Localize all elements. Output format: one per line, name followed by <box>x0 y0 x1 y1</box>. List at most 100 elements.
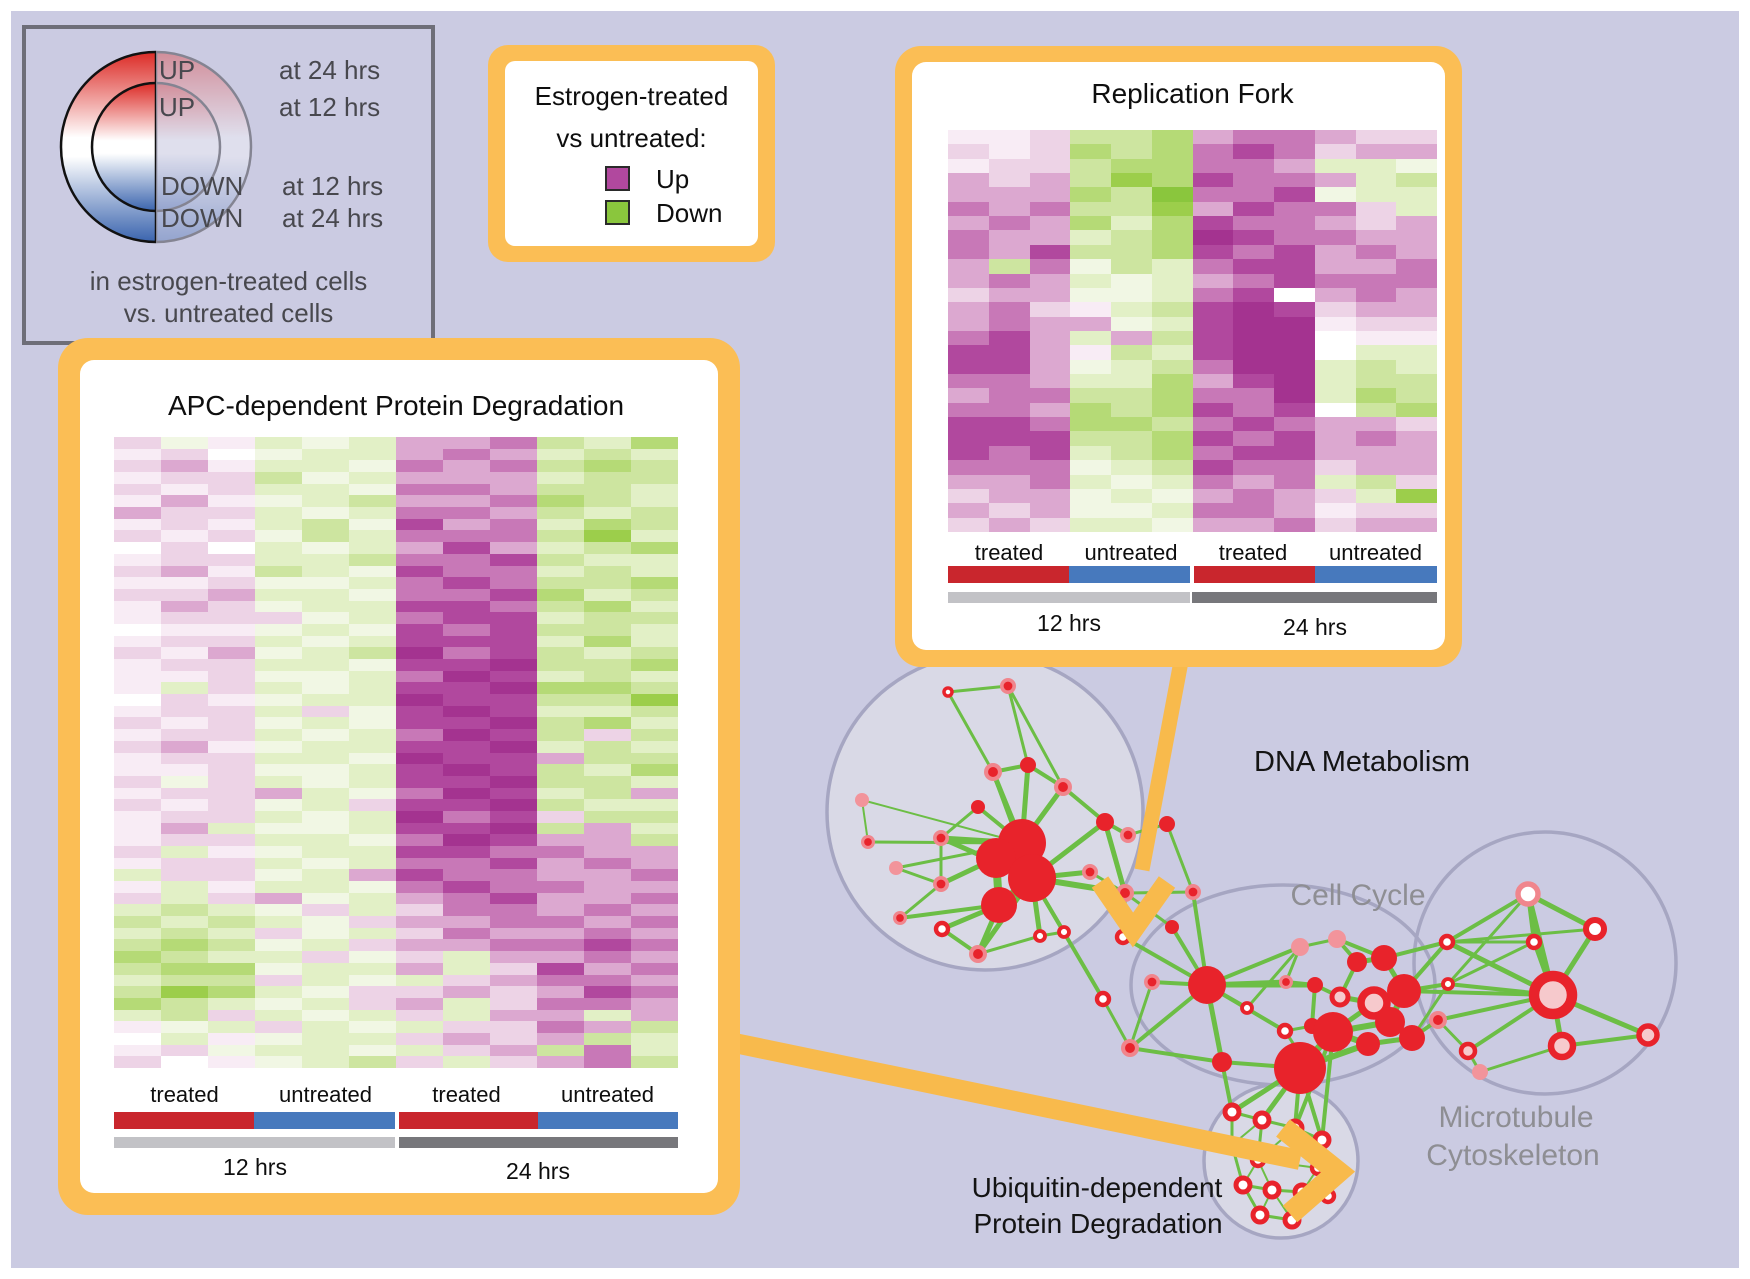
heatmap-cell <box>396 518 443 531</box>
heatmap-cell <box>114 659 161 671</box>
heatmap-cell <box>114 553 161 566</box>
heatmap-cell <box>1233 173 1274 188</box>
heatmap-cell <box>584 495 631 508</box>
heatmap-cell <box>584 869 631 882</box>
heatmap-cell <box>631 518 678 531</box>
heatmap-cell <box>161 460 208 473</box>
gene-set-node-core <box>1120 888 1130 898</box>
heatmap-cell <box>1070 302 1111 317</box>
heatmap-cell <box>584 635 631 648</box>
updown-legend-box: UP at 24 hrs UP at 12 hrs DOWN at 12 hrs… <box>22 25 435 345</box>
heatmap-cell <box>988 230 1030 245</box>
heatmap-cell <box>988 201 1030 217</box>
heatmap-cell <box>988 287 1030 303</box>
heatmap-cell <box>161 892 208 905</box>
heatmap-cell <box>255 483 302 496</box>
heatmap-cell <box>1314 216 1356 231</box>
heatmap-cell <box>161 553 208 566</box>
heatmap-cell <box>631 1056 678 1068</box>
heatmap-cell <box>396 799 443 811</box>
heatmap-cell <box>349 939 396 952</box>
network-edge <box>1128 980 1154 1050</box>
heatmap-cell <box>161 1056 208 1068</box>
heatmap-cell <box>1070 273 1111 288</box>
heatmap-cell <box>1355 374 1397 389</box>
heatmap-cell <box>114 518 161 531</box>
heatmap-cell <box>396 659 443 671</box>
heatmap-cell <box>1111 259 1152 274</box>
network-edge <box>1245 945 1302 1010</box>
heatmap-cell <box>631 530 678 543</box>
heatmap-cell <box>302 588 349 601</box>
heatmap-cell <box>948 302 989 317</box>
heatmap-cell <box>443 717 490 730</box>
heatmap-cell <box>1070 460 1111 475</box>
heatmap-cell <box>208 857 255 870</box>
heatmap-cell <box>349 694 396 706</box>
heatmap-cell <box>490 588 537 601</box>
heatmap-cell <box>443 600 490 613</box>
heatmap-cell <box>302 600 349 613</box>
gene-set-node <box>1212 1052 1232 1072</box>
heatmap-cell <box>1111 201 1152 217</box>
heatmap-cell <box>1274 402 1315 418</box>
heatmap-cell <box>255 495 302 508</box>
heatmap-cell <box>208 717 255 730</box>
heatmap-cell <box>490 834 537 846</box>
heatmap-cell <box>988 330 1030 346</box>
gene-set-node <box>1313 1012 1353 1052</box>
heatmap-cell <box>490 705 537 718</box>
heatmap-cell <box>255 939 302 952</box>
network-edge <box>1560 1033 1650 1048</box>
heatmap-cell <box>1274 316 1315 331</box>
heatmap-cell <box>1355 345 1397 360</box>
heatmap-cell <box>490 974 537 987</box>
heatmap-cell <box>443 682 490 695</box>
heatmap-cell <box>443 810 490 823</box>
network-edge <box>1445 892 1530 944</box>
heatmap-cell <box>208 845 255 858</box>
heatmap-cell <box>161 752 208 765</box>
heatmap-cell <box>443 904 490 917</box>
heatmap-cell <box>349 881 396 893</box>
heatmap-cell <box>349 670 396 683</box>
heatmap-cell <box>396 927 443 940</box>
heatmap-cell <box>208 437 255 449</box>
heatmap-cell <box>443 530 490 543</box>
heatmap-cell <box>443 834 490 846</box>
heatmap-cell <box>1274 216 1315 231</box>
heatmap-cell <box>1111 287 1152 303</box>
heatmap-cell <box>208 1044 255 1057</box>
heatmap-cell <box>349 717 396 730</box>
heatmap-cell <box>255 705 302 718</box>
heatmap-cell <box>1070 417 1111 432</box>
heatmap-cell <box>302 775 349 788</box>
heatmap-cell <box>114 787 161 800</box>
heatmap-cell <box>255 752 302 765</box>
heatmap-cell <box>1355 417 1397 432</box>
heatmap-cell <box>114 717 161 730</box>
heatmap-cell <box>161 729 208 741</box>
heatmap-cell <box>349 577 396 589</box>
heatmap-cell <box>490 635 537 648</box>
heatmap-cell <box>349 472 396 484</box>
heatmap-cell <box>1355 287 1397 303</box>
heatmap-cell <box>1314 144 1356 159</box>
heatmap-cell <box>631 472 678 484</box>
heatmap-cell <box>1233 460 1274 475</box>
heatmap-cell <box>302 553 349 566</box>
heatmap-cell <box>208 1032 255 1045</box>
heatmap-cell <box>349 1056 396 1068</box>
heatmap-cell <box>443 939 490 952</box>
heatmap-cell <box>584 799 631 811</box>
heatmap-cell <box>1314 488 1356 504</box>
heatmap-cell <box>396 764 443 776</box>
heatmap-cell <box>631 588 678 601</box>
heatmap-cell <box>208 787 255 800</box>
heatmap-cell <box>1314 130 1356 145</box>
heatmap-cell <box>490 927 537 940</box>
heatmap-cell <box>396 694 443 706</box>
arrow-shaft-replication-fork-to-dna-metabolism <box>1134 638 1193 872</box>
gene-set-node <box>1057 925 1071 939</box>
heatmap-cell <box>988 431 1030 446</box>
